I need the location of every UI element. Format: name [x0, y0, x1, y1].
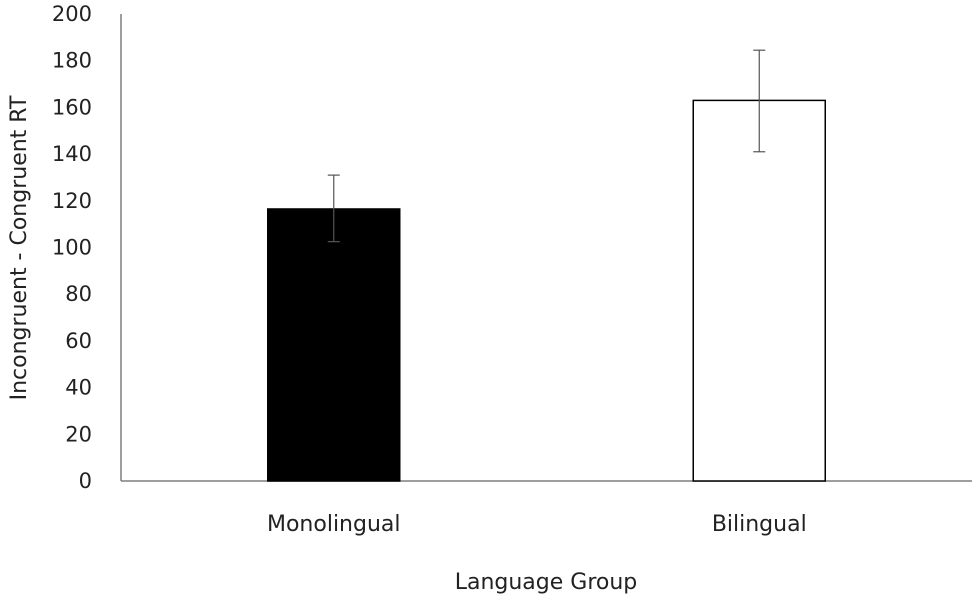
x-category-label: Bilingual: [712, 512, 807, 537]
y-tick-label: 100: [52, 236, 92, 260]
y-axis-title: Incongruent - Congruent RT: [7, 95, 32, 400]
y-tick-label: 200: [52, 2, 92, 26]
error-bar-monolingual: [327, 174, 340, 243]
y-tick-labels: 0 20 40 60 80 100 120 140 160 180 200: [52, 2, 92, 493]
x-category-labels: Monolingual Bilingual: [267, 512, 807, 537]
error-bar-bilingual: [753, 49, 766, 153]
bars: [267, 99, 826, 482]
y-tick-label: 80: [65, 282, 92, 306]
x-axis-title: Language Group: [455, 570, 638, 595]
y-tick-label: 60: [65, 329, 92, 353]
axes: [120, 14, 972, 482]
bar-monolingual: [267, 208, 401, 482]
y-tick-label: 140: [52, 142, 92, 166]
y-tick-label: 0: [79, 469, 92, 493]
x-category-label: Monolingual: [267, 512, 401, 537]
y-tick-label: 20: [65, 422, 92, 446]
bar-bilingual: [692, 99, 826, 482]
y-tick-label: 180: [52, 49, 92, 73]
y-tick-label: 160: [52, 95, 92, 119]
y-tick-label: 40: [65, 376, 92, 400]
error-bars: [327, 49, 766, 243]
y-tick-label: 120: [52, 189, 92, 213]
